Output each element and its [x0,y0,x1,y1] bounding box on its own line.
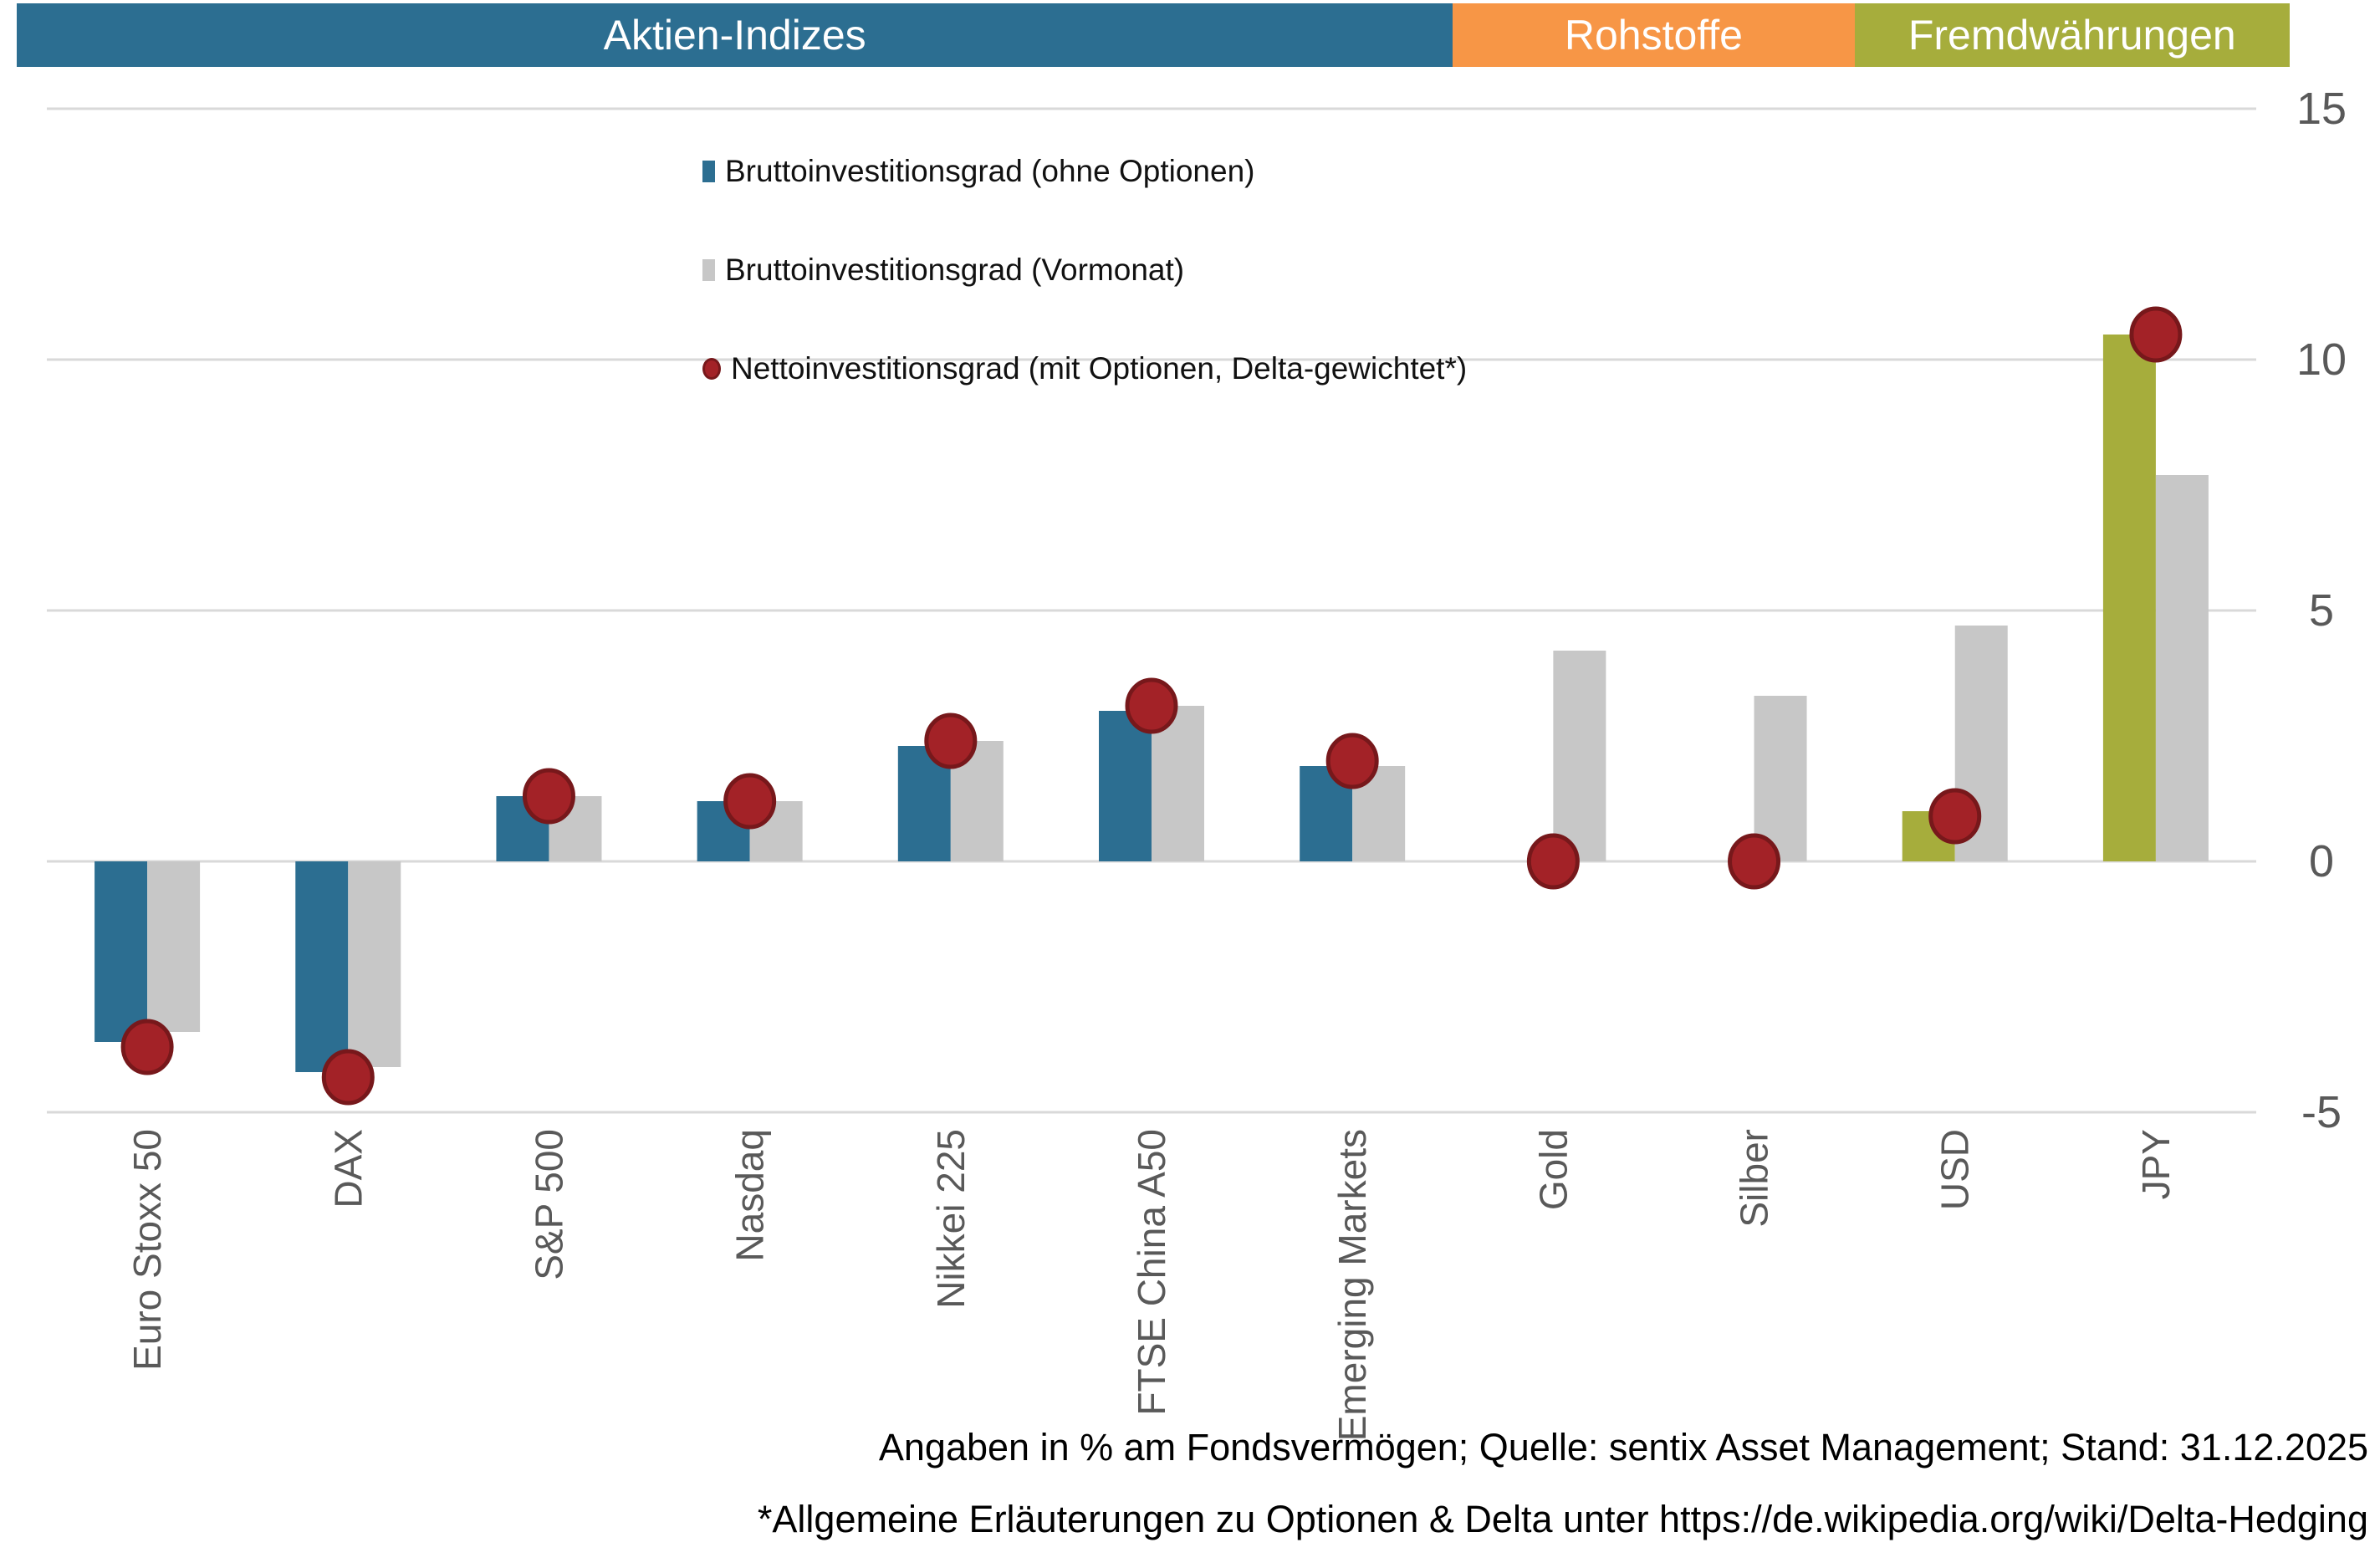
band-segment-label: Aktien-Indizes [603,12,866,59]
y-tick-label-5: 5 [2309,585,2334,636]
band-segment-label: Rohstoffe [1564,12,1743,59]
bar-brutto-jpy [2102,335,2156,861]
bar-brutto-ftse-china-a50 [1099,711,1152,861]
bar-vormonat-jpy [2155,475,2209,861]
net-dot-dax [321,1049,375,1106]
legend-item-bruttoinvestitionsgrad-vormonat: Bruttoinvestitionsgrad (Vormonat) [702,250,1467,290]
footer: Angaben in % am Fondsvermögen; Quelle: s… [194,1412,2368,1555]
net-dot-gold [1526,833,1580,890]
category-label-jpy: JPY [2134,1129,2178,1199]
net-dot-nikkei-225 [924,713,978,769]
legend-square-marker [702,259,715,281]
legend-label: Bruttoinvestitionsgrad (Vormonat) [725,253,1185,287]
category-label-usd: USD [1933,1129,1977,1210]
legend-item-nettoinvestitionsgrad-mit-optionen-delta: Nettoinvestitionsgrad (mit Optionen, Del… [702,349,1467,389]
category-label-s-p-500: S&P 500 [527,1129,570,1280]
net-dot-s-p-500 [522,768,575,825]
bar-vormonat-euro-stoxx-50 [147,861,201,1032]
category-label-nikkei-225: Nikkei 225 [929,1129,973,1309]
footer-source-line: Angaben in % am Fondsvermögen; Quelle: s… [878,1426,2368,1469]
category-label-emerging-markets: Emerging Markets [1330,1129,1374,1441]
category-label-nasdaq: Nasdaq [728,1129,772,1262]
net-dot-jpy [2129,306,2183,363]
bar-vormonat-gold [1553,651,1606,861]
y-tick-label-0: 0 [2309,836,2334,886]
band-segment-rohstoffe: Rohstoffe [1453,3,1855,67]
legend-label: Bruttoinvestitionsgrad (ohne Optionen) [725,154,1255,188]
net-dot-euro-stoxx-50 [120,1019,174,1075]
y-tick-label--5: -5 [2301,1087,2342,1137]
net-dot-emerging-markets [1325,733,1379,789]
net-dot-ftse-china-a50 [1125,677,1178,734]
band-segment-fremdw-hrungen: Fremdwährungen [1854,3,2290,67]
legend-label: Nettoinvestitionsgrad (mit Optionen, Del… [731,351,1468,386]
net-dot-nasdaq [723,773,777,830]
y-tick-label-10: 10 [2296,335,2347,385]
legend-square-marker [702,161,715,182]
bar-vormonat-dax [348,861,401,1067]
bar-vormonat-silber [1754,696,1807,861]
category-label-dax: DAX [326,1129,370,1208]
net-dot-silber [1728,833,1781,890]
category-label-gold: Gold [1531,1129,1575,1210]
net-dot-usd [1928,788,1982,845]
band-segment-label: Fremdwährungen [1908,12,2236,59]
asset-class-band: Aktien-Indizes Rohstoffe Fremdwährungen [17,3,2290,67]
bar-brutto-dax [295,861,349,1072]
category-label-silber: Silber [1733,1129,1776,1228]
bar-brutto-euro-stoxx-50 [94,861,148,1042]
band-segment-aktien-indizes: Aktien-Indizes [17,3,1453,67]
footer-disclaimer-line: *Allgemeine Erläuterungen zu Optionen & … [757,1498,2368,1540]
y-tick-label-15: 15 [2296,84,2347,134]
legend: Bruttoinvestitionsgrad (ohne Optionen) Br… [702,151,1467,447]
category-label-ftse-china-a50: FTSE China A50 [1130,1129,1173,1416]
legend-circle-marker [702,358,721,380]
legend-item-bruttoinvestitionsgrad-ohne-optionen: Bruttoinvestitionsgrad (ohne Optionen) [702,151,1467,192]
category-label-euro-stoxx-50: Euro Stoxx 50 [125,1129,169,1371]
